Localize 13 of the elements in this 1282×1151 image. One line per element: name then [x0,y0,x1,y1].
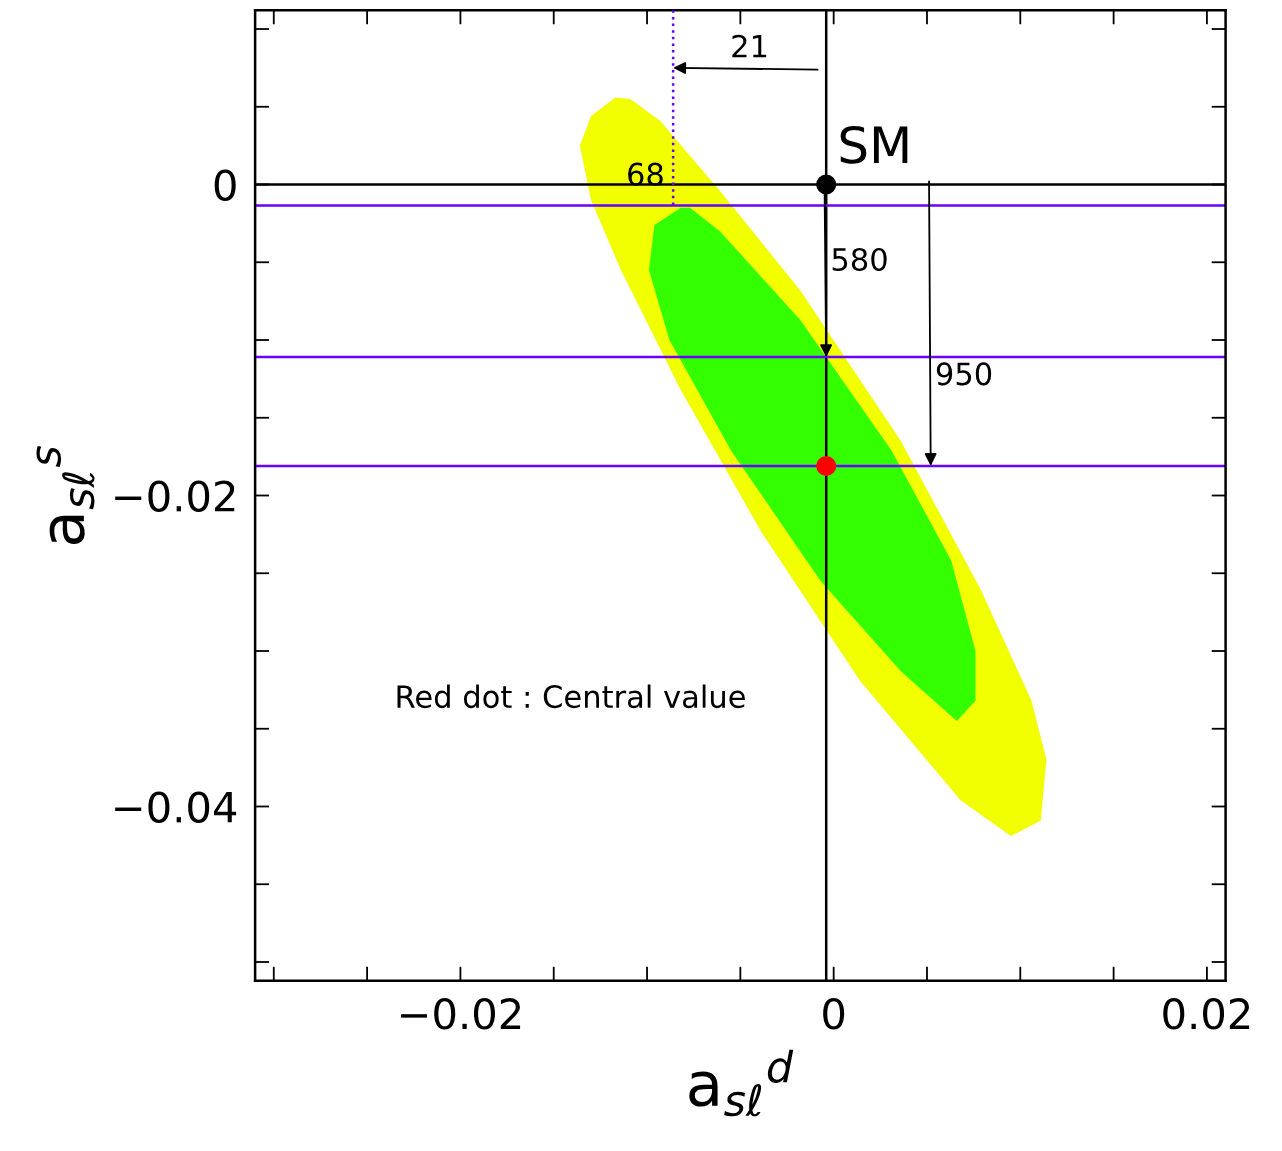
annotation: 950 [936,362,992,386]
annotation: 21 [732,34,767,58]
annotation: Red dot : Central value [397,684,745,709]
y-axis-title: a$_{sℓ}$$^{s}$ [36,446,95,545]
y-tick-label: −0.02 [115,480,235,512]
x-tick-label: 0.02 [1163,998,1250,1030]
annotation: 580 [832,247,887,272]
x-axis-title: a$_{sℓ}$$^{d}$ [689,1049,794,1117]
y-tick-label: 0 [214,169,236,201]
x-tick-label: −0.02 [400,998,521,1030]
y-tick-label: −0.04 [115,791,237,823]
x-tick-label: 0 [823,998,845,1030]
annotation: SM [840,125,908,164]
